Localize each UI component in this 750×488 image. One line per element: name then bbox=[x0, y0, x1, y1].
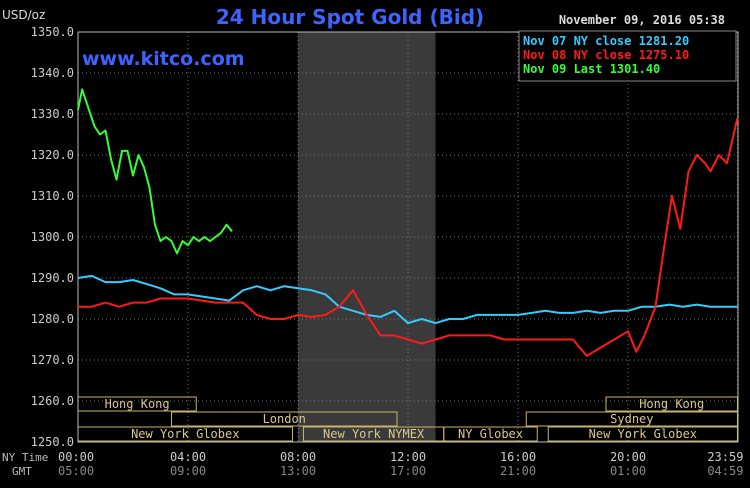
y-tick-label: 1270.0 bbox=[31, 353, 74, 367]
y-tick-labels: 1350.0 1340.0 1330.0 1320.0 1310.0 1300.0 1290… bbox=[31, 25, 74, 449]
session-bar bbox=[443, 426, 538, 442]
legend-entry: Nov 07 NY close 1281.20 bbox=[523, 34, 689, 48]
x-tick-label: 05:00 bbox=[58, 464, 94, 478]
x-tick-label: 23:59 bbox=[707, 450, 743, 464]
y-tick-label: 1280.0 bbox=[31, 312, 74, 326]
x-tick-label: 17:00 bbox=[390, 464, 426, 478]
y-tick-label: 1260.0 bbox=[31, 394, 74, 408]
session-label: London bbox=[263, 412, 306, 426]
legend-entry: Nov 09 Last 1301.40 bbox=[523, 62, 660, 76]
session-label: New York NYMEX bbox=[323, 427, 425, 441]
x-tick-label: 12:00 bbox=[390, 450, 426, 464]
x-tick-label: 13:00 bbox=[280, 464, 316, 478]
session-bar bbox=[547, 426, 738, 442]
legend-entry: Nov 08 NY close 1275.10 bbox=[523, 48, 689, 62]
x-tick-label: 20:00 bbox=[610, 450, 646, 464]
y-tick-label: 1350.0 bbox=[31, 25, 74, 39]
series-line bbox=[78, 117, 739, 357]
chart-title: 24 Hour Spot Gold (Bid) bbox=[216, 5, 484, 29]
session-bar bbox=[605, 396, 738, 412]
y-tick-label: 1290.0 bbox=[31, 271, 74, 285]
y-tick-label: 1320.0 bbox=[31, 148, 74, 162]
session-bar bbox=[525, 411, 738, 427]
x-tick-label: 01:00 bbox=[610, 464, 646, 478]
series-line bbox=[77, 88, 233, 255]
legend-box bbox=[518, 30, 737, 82]
y-tick-label: 1300.0 bbox=[31, 230, 74, 244]
y-tick-label: 1330.0 bbox=[31, 107, 74, 121]
session-label: New York Globex bbox=[589, 427, 697, 441]
session-label: Hong Kong bbox=[639, 397, 704, 411]
x-tick-label: 16:00 bbox=[500, 450, 536, 464]
gmt-label: GMT bbox=[12, 465, 32, 478]
unit-label: USD/oz bbox=[2, 8, 45, 22]
session-label: Hong Kong bbox=[105, 397, 170, 411]
x-tick-label: 21:00 bbox=[500, 464, 536, 478]
ny-time-label: NY Time bbox=[2, 451, 48, 464]
x-tick-label: 04:00 bbox=[170, 450, 206, 464]
plot-frame bbox=[77, 31, 739, 443]
watermark: www.kitco.com bbox=[82, 48, 245, 70]
series-line bbox=[77, 274, 738, 325]
session-label: Sydney bbox=[610, 412, 653, 426]
x-tick-label: 08:00 bbox=[280, 450, 316, 464]
y-tick-label: 1250.0 bbox=[31, 435, 74, 449]
session-label: NY Globex bbox=[458, 427, 523, 441]
x-tick-label: 00:00 bbox=[58, 450, 94, 464]
legend: Nov 07 NY close 1281.20 Nov 08 NY close … bbox=[518, 30, 737, 82]
session-label: New York Globex bbox=[131, 427, 239, 441]
series-lines bbox=[77, 88, 739, 357]
y-tick-label: 1310.0 bbox=[31, 189, 74, 203]
timestamp: November 09, 2016 05:38 bbox=[559, 13, 725, 27]
x-tick-label: 04:59 bbox=[707, 464, 743, 478]
y-tick-label: 1340.0 bbox=[31, 66, 74, 80]
session-bar bbox=[171, 411, 398, 427]
x-tick-label: 09:00 bbox=[170, 464, 206, 478]
